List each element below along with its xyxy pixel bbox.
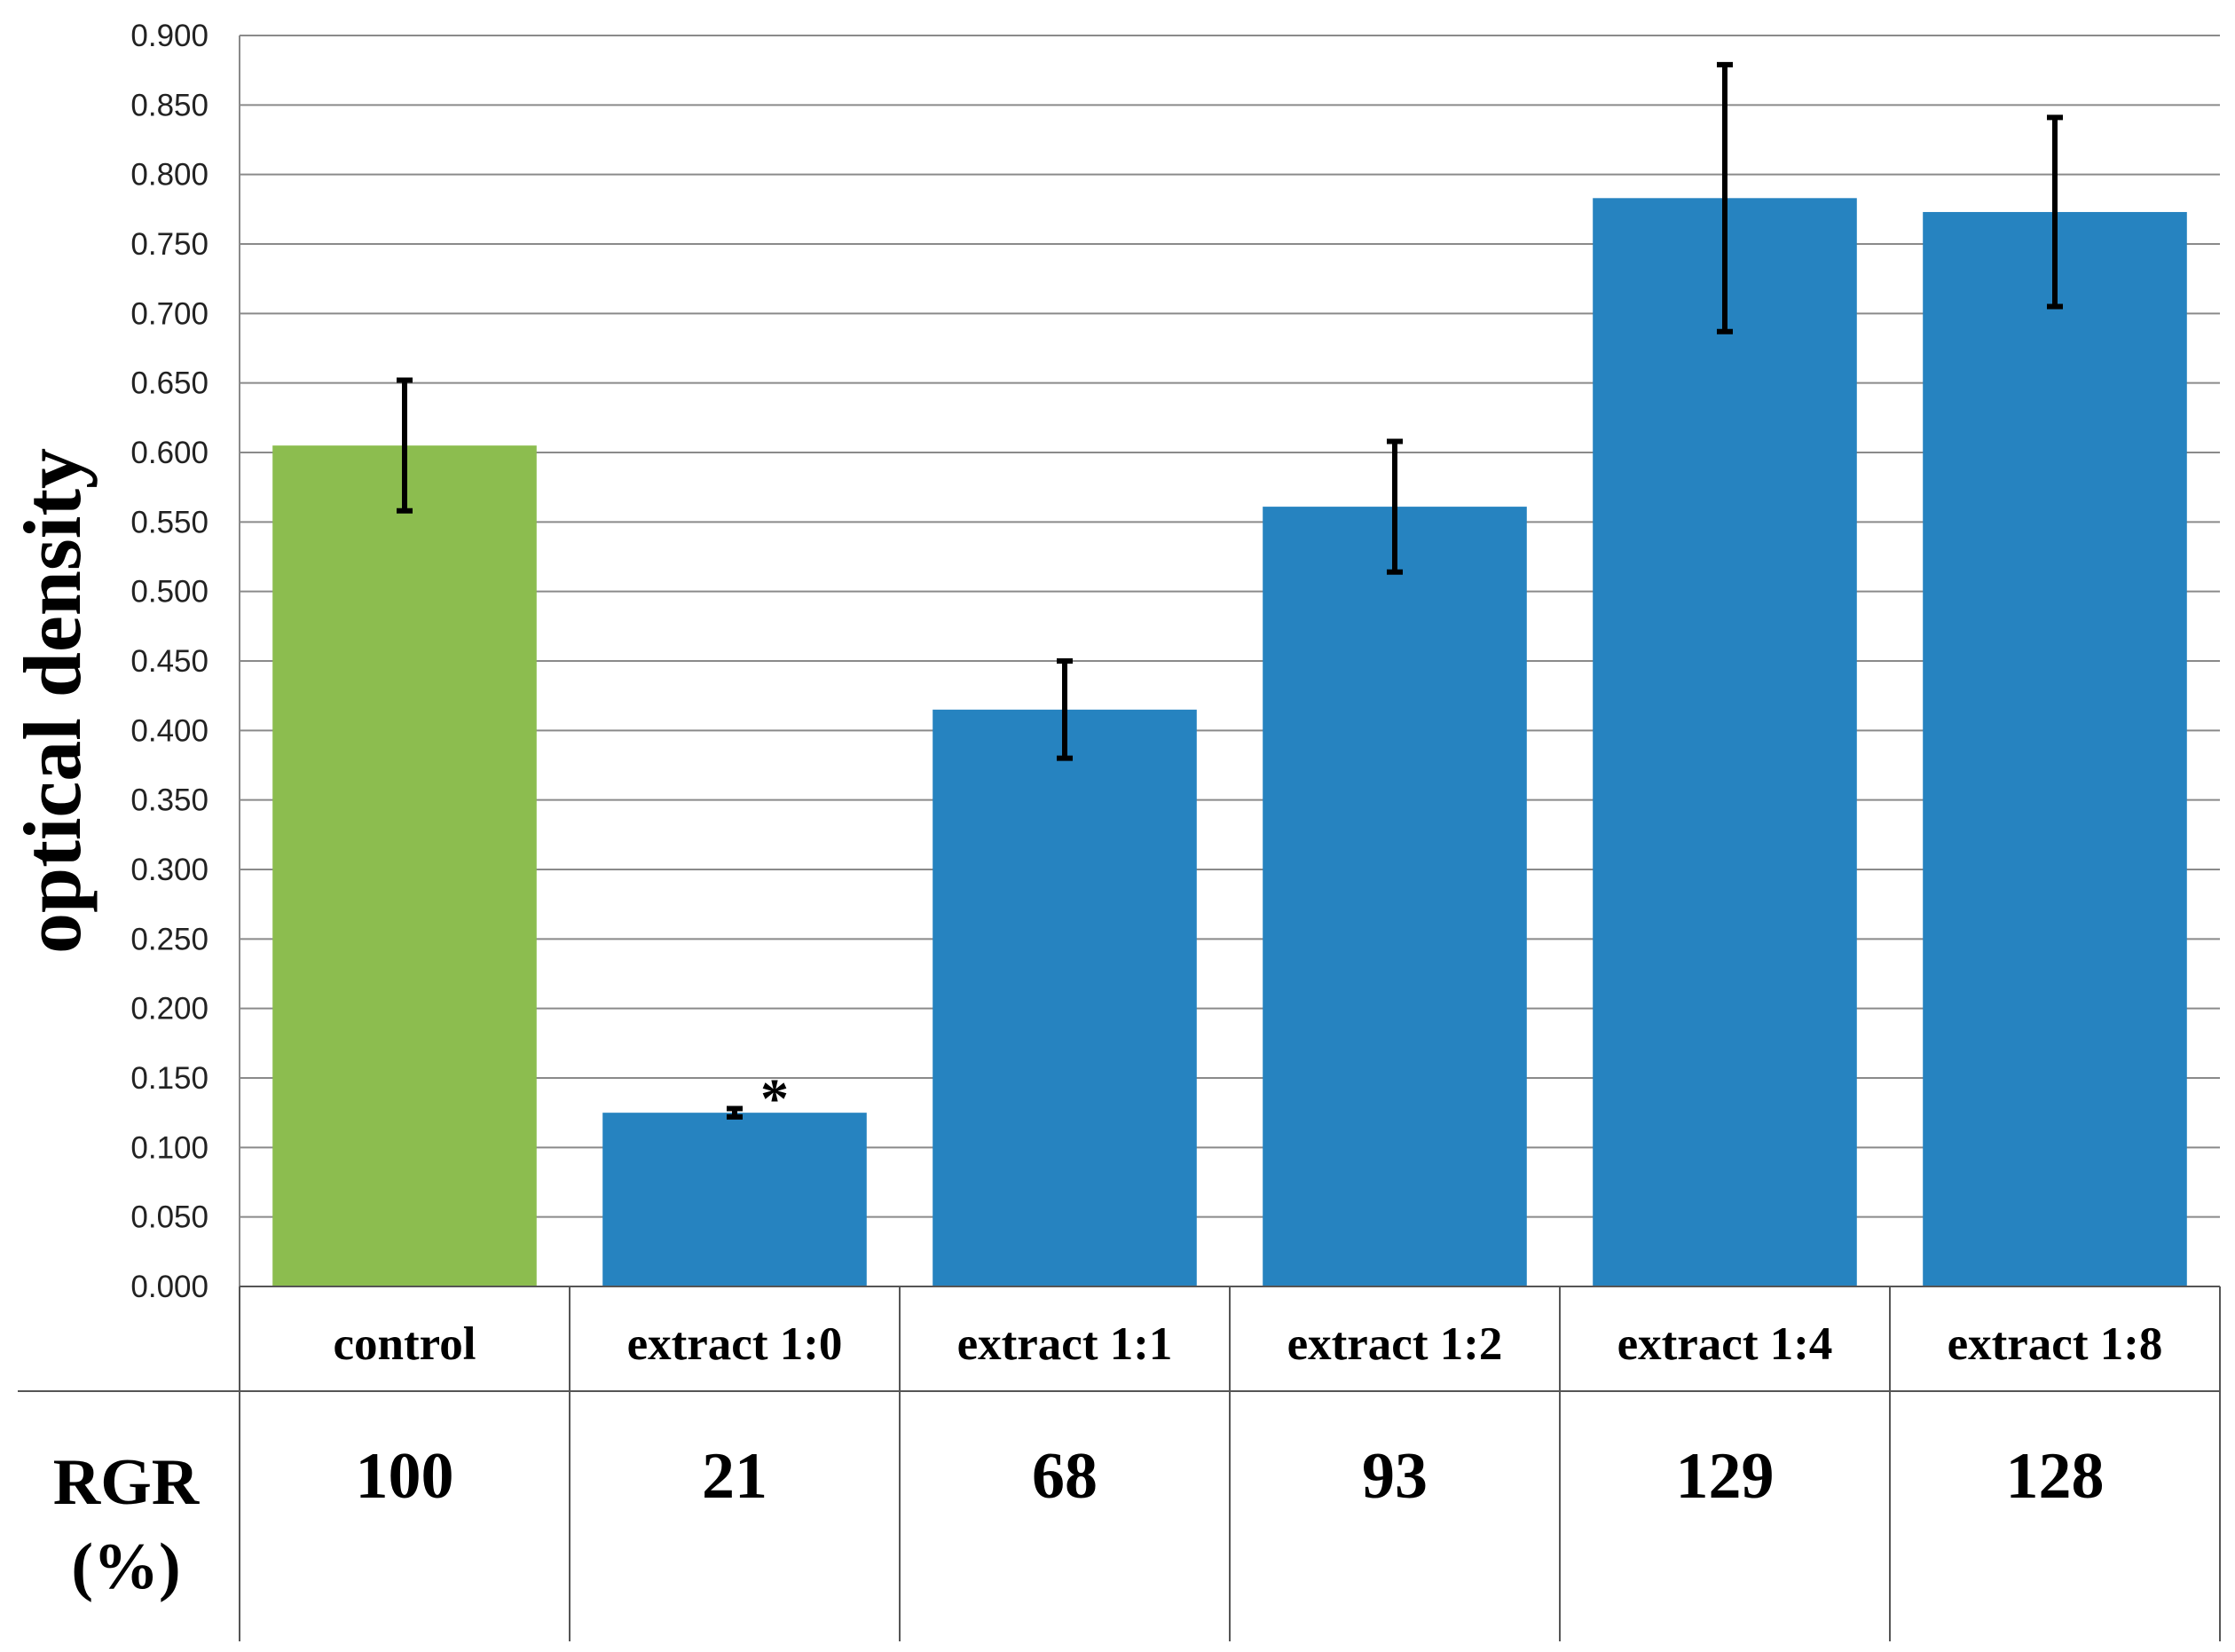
y-tick-label: 0.000 (130, 1270, 209, 1304)
x-tick-label: extract 1:1 (957, 1318, 1173, 1370)
rgr-value: 93 (1362, 1440, 1428, 1513)
rgr-value: 128 (2006, 1440, 2105, 1513)
rgr-value: 21 (702, 1440, 767, 1513)
y-tick-label: 0.500 (130, 575, 209, 610)
y-tick-label: 0.450 (130, 644, 209, 679)
rgr-value: 68 (1032, 1440, 1098, 1513)
significance-marker: * (760, 1066, 789, 1129)
y-tick-label: 0.150 (130, 1061, 209, 1096)
x-tick-label: extract 1:0 (627, 1318, 843, 1370)
y-tick-label: 0.800 (130, 158, 209, 193)
x-tick-label: extract 1:2 (1287, 1318, 1503, 1370)
y-tick-label: 0.600 (130, 436, 209, 470)
bar (1593, 198, 1857, 1286)
bar (1263, 507, 1527, 1286)
bar (933, 709, 1197, 1286)
y-tick-label: 0.700 (130, 296, 209, 331)
bar (272, 445, 537, 1287)
y-tick-label: 0.900 (130, 19, 209, 53)
x-tick-label: control (334, 1318, 476, 1370)
y-tick-label: 0.400 (130, 713, 209, 748)
y-tick-label: 0.200 (130, 992, 209, 1027)
y-tick-label: 0.750 (130, 227, 209, 262)
x-tick-label: extract 1:4 (1617, 1318, 1833, 1370)
y-tick-label: 0.300 (130, 853, 209, 887)
y-axis-title: optical density (7, 448, 98, 954)
table-row-label: RGR (53, 1446, 201, 1519)
y-tick-label: 0.350 (130, 783, 209, 818)
y-tick-label: 0.550 (130, 505, 209, 539)
y-tick-label: 0.850 (130, 88, 209, 122)
y-tick-label: 0.650 (130, 366, 209, 401)
y-tick-label: 0.250 (130, 922, 209, 956)
rgr-value: 129 (1676, 1440, 1775, 1513)
x-tick-label: extract 1:8 (1948, 1318, 2163, 1370)
table-row-label-unit: (%) (71, 1530, 180, 1603)
bar (1923, 211, 2187, 1286)
y-tick-label: 0.100 (130, 1130, 209, 1165)
bar (602, 1113, 867, 1286)
rgr-value: 100 (356, 1440, 454, 1513)
y-tick-label: 0.050 (130, 1200, 209, 1235)
